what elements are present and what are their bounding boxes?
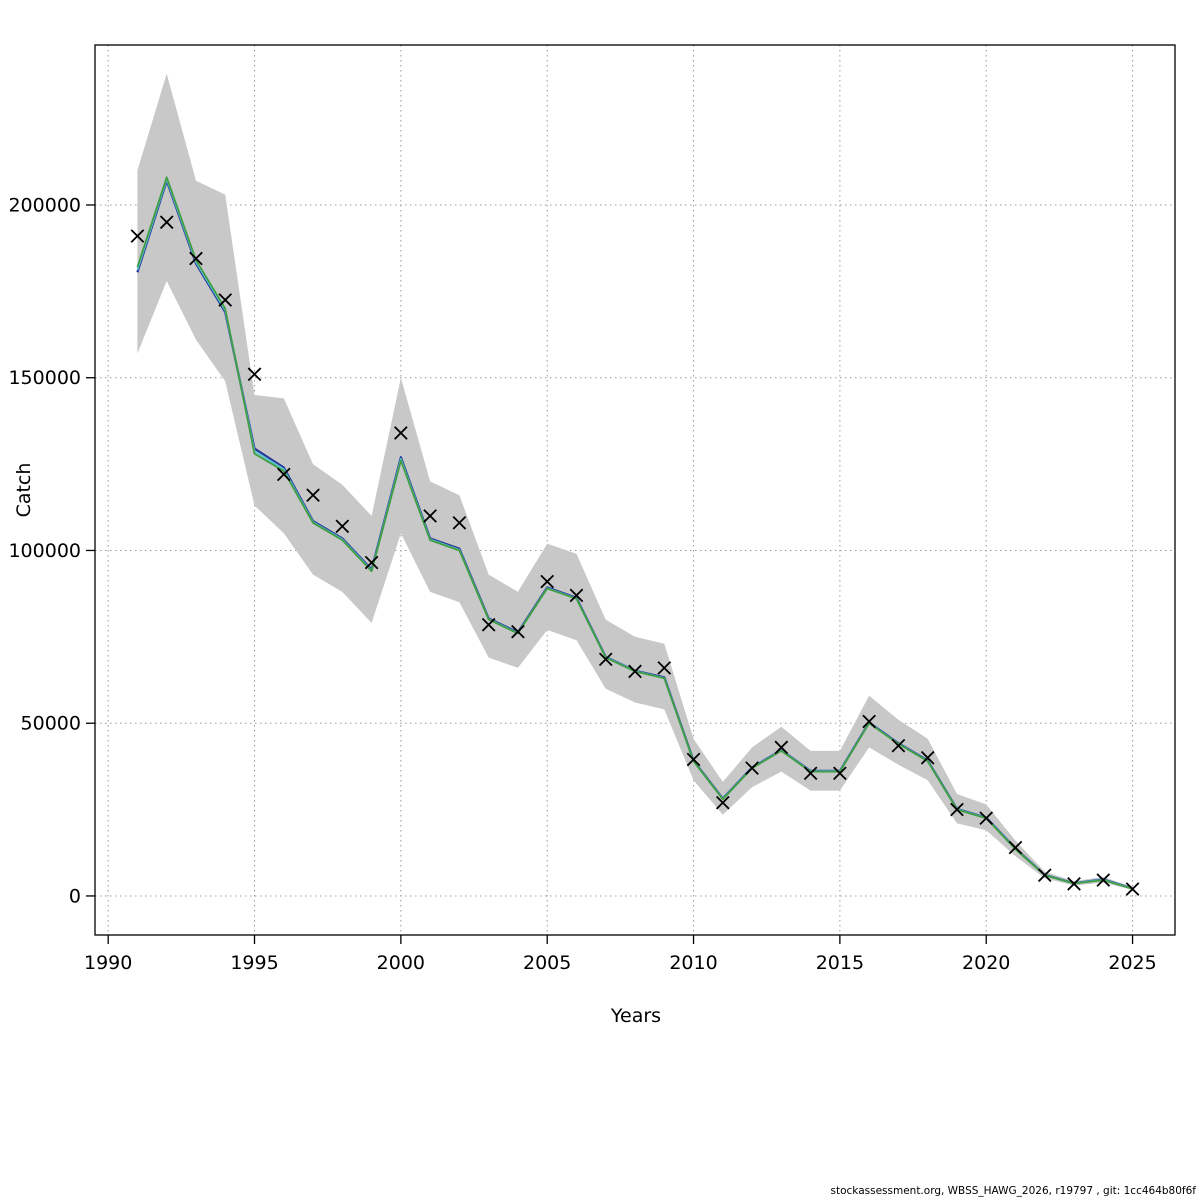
x-tick-label: 2005 [523,952,571,974]
observed-marker [1067,877,1081,891]
x-tick-label: 1990 [84,952,132,974]
footer-citation: stockassessment.org, WBSS_HAWG_2026, r19… [830,1185,1196,1197]
observed-marker [540,574,555,589]
x-tick-label: 2000 [377,952,425,974]
observed-marker [218,293,233,307]
y-tick-label: 200000 [8,194,81,216]
observed-marker [423,509,437,523]
observed-marker [950,802,964,817]
plot-box [94,44,1176,936]
y-tick-label: 50000 [21,713,81,735]
observed-marker [247,367,262,382]
observed-marker [979,811,994,826]
observed-marker [306,488,320,503]
observed-marker [1008,840,1023,855]
observed-marker [657,661,672,675]
observed-marker [159,215,174,230]
x-tick-label: 2015 [816,952,864,974]
observed-marker [715,795,730,810]
observed-marker [569,588,584,603]
x-axis-label: Years [610,1005,662,1027]
observed-marker [511,624,525,639]
x-tick-label: 2020 [962,952,1010,974]
y-tick-label: 150000 [8,367,81,389]
y-tick-label: 100000 [8,540,81,562]
observed-marker [1096,873,1111,887]
observed-marker [452,515,467,530]
observed-marker [774,740,789,755]
observed-marker [686,752,701,767]
y-axis-label: Catch [13,462,35,518]
observed-marker [335,519,350,534]
observed-marker [276,467,291,482]
observed-marker [598,652,613,667]
observed-marker [1125,882,1140,896]
observed-marker [130,229,145,243]
x-tick-label: 2025 [1108,952,1156,974]
observed-marker [833,766,847,781]
y-tick-label: 0 [69,885,81,907]
observed-marker [189,251,203,266]
observed-marker [891,738,906,753]
confidence-band [137,73,1133,891]
x-tick-label: 2010 [669,952,717,974]
x-tick-label: 1995 [230,952,278,974]
observed-marker [394,426,408,440]
observed-marker [364,555,379,570]
observed-marker [862,714,876,729]
observed-marker [1037,868,1052,883]
observed-marker [481,617,496,632]
observed-marker [745,761,759,775]
observed-marker [803,766,818,781]
observed-marker [628,664,642,679]
observed-marker [920,750,935,765]
